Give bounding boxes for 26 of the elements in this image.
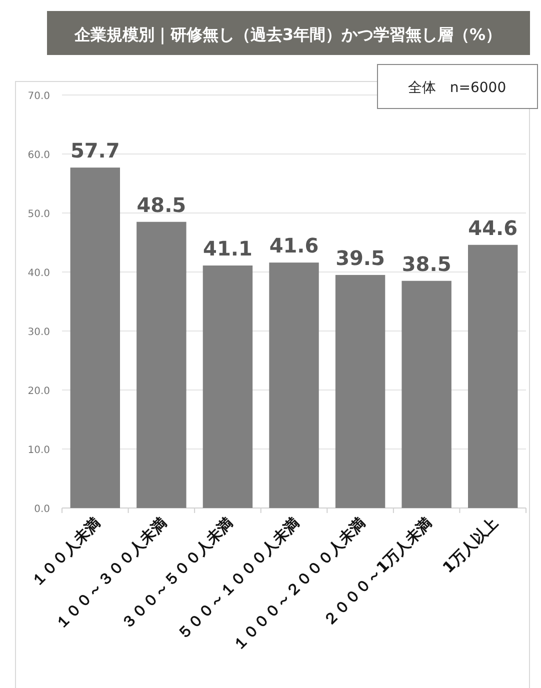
bar xyxy=(269,262,319,508)
bar xyxy=(335,274,386,508)
y-tick-label: 20.0 xyxy=(28,386,50,397)
data-label: 41.1 xyxy=(203,236,252,261)
y-tick-label: 40.0 xyxy=(28,268,50,279)
y-tick-label: 10.0 xyxy=(28,445,50,456)
bar xyxy=(136,222,186,508)
bar xyxy=(468,244,518,508)
bar xyxy=(70,168,120,508)
y-tick-label: 60.0 xyxy=(28,150,50,161)
y-tick-label: 70.0 xyxy=(28,91,50,102)
data-label: 41.6 xyxy=(269,234,319,258)
data-label: 44.6 xyxy=(468,216,518,240)
y-tick-label: 50.0 xyxy=(28,209,50,220)
bar xyxy=(402,280,452,508)
data-label: 38.5 xyxy=(402,252,452,276)
data-label: 57.7 xyxy=(70,138,120,163)
chart-title: 企業規模別｜研修無し（過去3年間）かつ学習無し層（%） xyxy=(73,25,502,45)
data-label: 39.5 xyxy=(336,246,385,270)
data-label: 48.5 xyxy=(136,192,186,217)
y-tick-label: 0.0 xyxy=(34,504,50,515)
y-tick-label: 30.0 xyxy=(28,327,50,338)
annotation-box: 全体 n=6000 xyxy=(377,64,538,109)
x-tick-label: 1万人以上 xyxy=(439,514,502,577)
bar xyxy=(202,266,253,508)
annotation: 全体 n=6000 xyxy=(408,80,506,96)
